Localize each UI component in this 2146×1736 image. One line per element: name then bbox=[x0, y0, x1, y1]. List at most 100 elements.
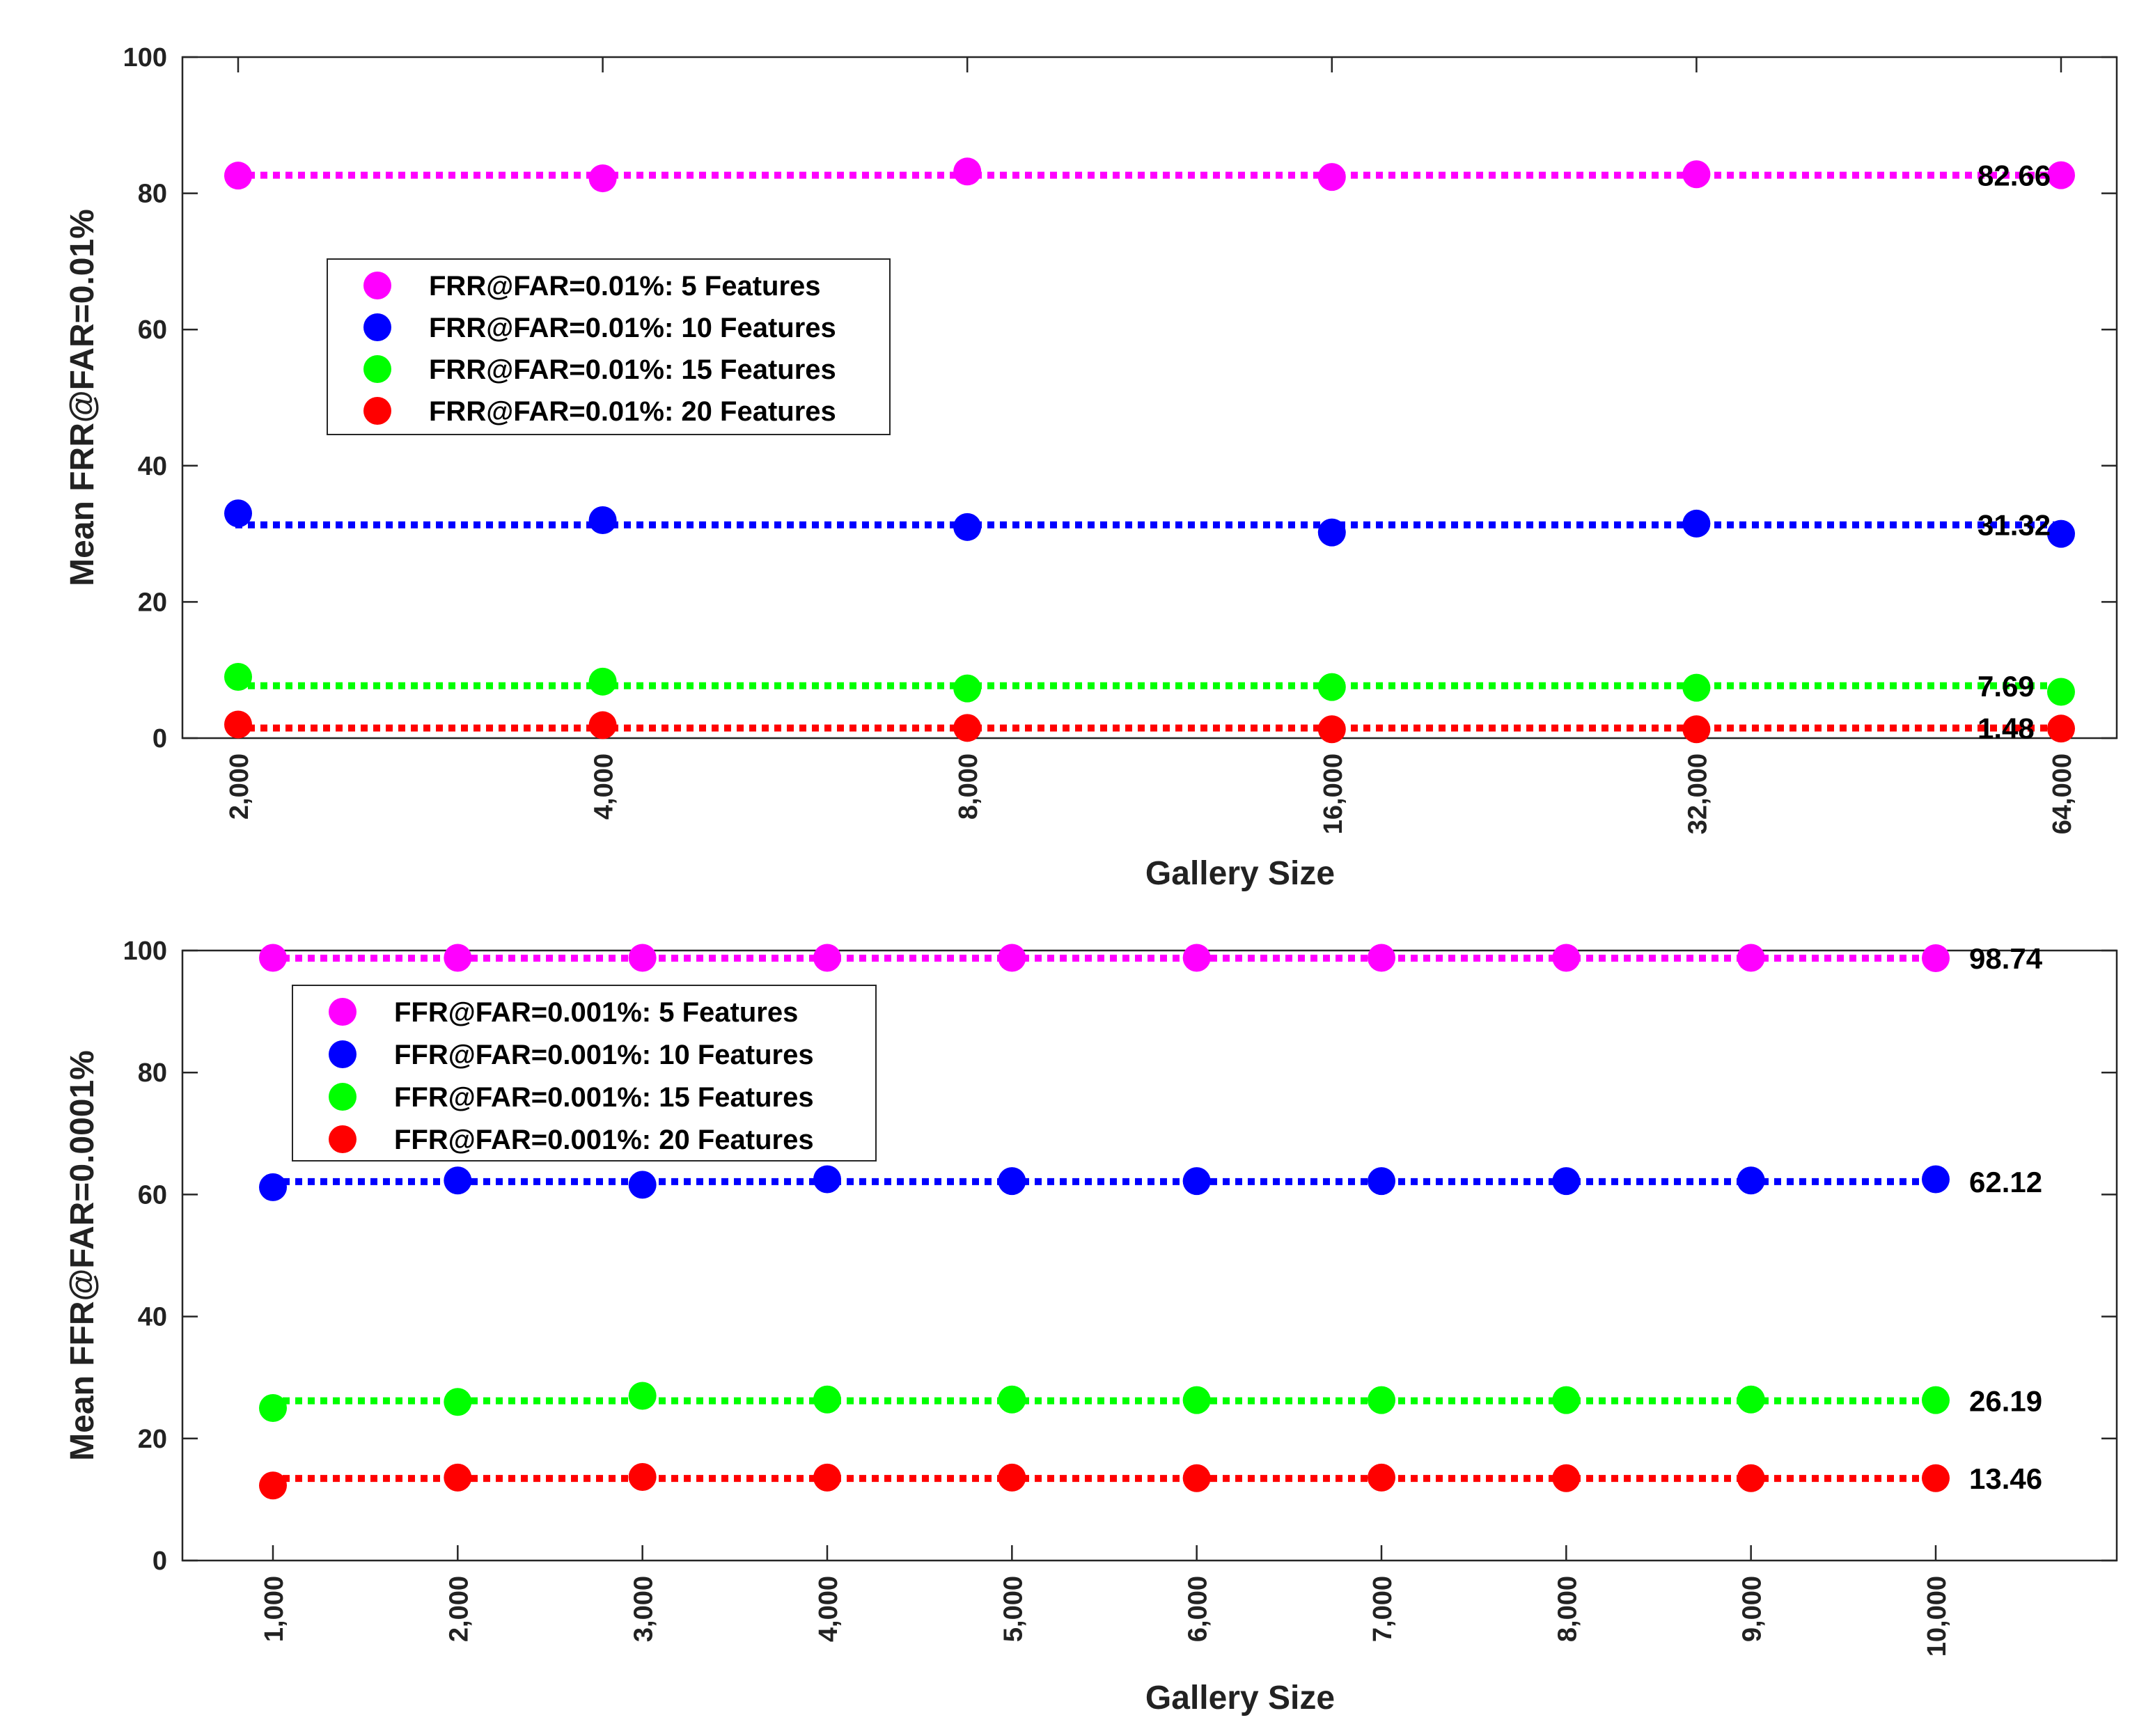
data-point bbox=[628, 1171, 657, 1199]
data-point bbox=[628, 1462, 657, 1491]
data-point bbox=[813, 1165, 841, 1194]
data-point bbox=[1317, 518, 1346, 547]
data-point bbox=[1552, 1386, 1581, 1414]
data-point bbox=[953, 513, 982, 541]
mean-value-label: 13.46 bbox=[1969, 1462, 2042, 1495]
y-tick-label: 60 bbox=[138, 1180, 167, 1210]
data-point bbox=[1317, 163, 1346, 191]
legend-marker bbox=[363, 355, 391, 383]
legend-marker bbox=[363, 313, 391, 341]
legend-entry: FRR@FAR=0.01%: 20 Features bbox=[429, 396, 836, 427]
legend-marker bbox=[363, 397, 391, 425]
x-tick-label: 32,000 bbox=[1683, 753, 1712, 834]
mean-value-label: 82.66 bbox=[1977, 159, 2051, 192]
x-tick-label: 8,000 bbox=[954, 753, 983, 820]
data-point bbox=[1317, 715, 1346, 744]
data-point bbox=[813, 1463, 841, 1492]
legend-entry: FFR@FAR=0.001%: 20 Features bbox=[394, 1125, 814, 1155]
legend-entry: FFR@FAR=0.001%: 10 Features bbox=[394, 1040, 814, 1070]
x-axis-label: Gallery Size bbox=[1145, 1680, 1335, 1717]
x-tick-label: 1,000 bbox=[260, 1576, 289, 1642]
x-tick-label: 64,000 bbox=[2048, 753, 2077, 834]
x-tick-label: 4,000 bbox=[814, 1576, 843, 1642]
x-tick-label: 5,000 bbox=[998, 1576, 1028, 1642]
legend-entry: FRR@FAR=0.01%: 15 Features bbox=[429, 354, 836, 385]
data-point bbox=[1182, 1464, 1211, 1492]
data-point bbox=[588, 667, 617, 696]
legend-entry: FRR@FAR=0.01%: 10 Features bbox=[429, 313, 836, 343]
y-tick-label: 0 bbox=[152, 724, 167, 753]
data-point bbox=[1737, 944, 1765, 972]
y-tick-label: 40 bbox=[138, 452, 167, 481]
data-point bbox=[224, 162, 252, 190]
data-point bbox=[998, 1167, 1026, 1196]
data-point bbox=[259, 1173, 287, 1201]
x-tick-label: 9,000 bbox=[1738, 1576, 1767, 1642]
series-3: 26.19 bbox=[259, 1382, 2042, 1422]
data-point bbox=[224, 710, 252, 739]
y-tick-label: 40 bbox=[138, 1303, 167, 1332]
data-point bbox=[1368, 1463, 1395, 1492]
data-point bbox=[588, 711, 617, 740]
data-point bbox=[1368, 1167, 1395, 1196]
data-point bbox=[628, 1382, 657, 1410]
data-point bbox=[1682, 673, 1711, 702]
data-point bbox=[444, 944, 472, 972]
data-point bbox=[2047, 519, 2075, 548]
mean-value-label: 26.19 bbox=[1969, 1385, 2042, 1418]
legend-marker bbox=[329, 1083, 357, 1111]
data-point bbox=[2047, 714, 2075, 743]
data-point bbox=[1182, 944, 1211, 972]
data-point bbox=[259, 1471, 287, 1500]
series-2: 62.12 bbox=[259, 1165, 2042, 1201]
series-4: 13.46 bbox=[259, 1462, 2042, 1500]
data-point bbox=[998, 1463, 1026, 1492]
legend: FRR@FAR=0.01%: 5 Features FRR@FAR=0.01%: … bbox=[327, 258, 891, 435]
data-point bbox=[224, 499, 252, 528]
mean-value-label: 7.69 bbox=[1977, 670, 2035, 703]
data-point bbox=[444, 1388, 472, 1416]
y-tick-label: 80 bbox=[138, 1058, 167, 1088]
y-tick-label: 20 bbox=[138, 588, 167, 617]
data-point bbox=[813, 1385, 841, 1414]
legend-entry: FRR@FAR=0.01%: 5 Features bbox=[429, 271, 821, 302]
data-point bbox=[1737, 1166, 1765, 1195]
data-point bbox=[259, 944, 287, 972]
data-point bbox=[953, 714, 982, 742]
series-1: 98.74 bbox=[259, 942, 2043, 975]
y-tick-label: 100 bbox=[123, 43, 167, 72]
data-point bbox=[628, 944, 657, 972]
x-axis-label: Gallery Size bbox=[1145, 855, 1335, 892]
data-point bbox=[1368, 1386, 1395, 1414]
series-4: 1.48 bbox=[224, 710, 2075, 745]
data-point bbox=[588, 506, 617, 535]
y-axis-label: Mean FFR@FAR=0.0001% bbox=[64, 1050, 101, 1461]
data-point bbox=[2047, 678, 2075, 706]
y-tick-label: 80 bbox=[138, 180, 167, 209]
data-point bbox=[1922, 1165, 1950, 1194]
legend-entry: FFR@FAR=0.001%: 15 Features bbox=[394, 1082, 814, 1113]
series-3: 7.69 bbox=[224, 662, 2075, 706]
data-point bbox=[1368, 944, 1395, 972]
data-point bbox=[444, 1463, 472, 1492]
chart-1: 0 20 40 60 80 100 2,000 4,000 8,000 16,000 32,000 6… bbox=[64, 43, 2118, 892]
legend: FFR@FAR=0.001%: 5 Features FFR@FAR=0.001%… bbox=[292, 985, 877, 1162]
x-tick-label: 10,000 bbox=[1922, 1576, 1952, 1657]
data-point bbox=[2047, 161, 2075, 189]
x-tick-label: 2,000 bbox=[444, 1576, 473, 1642]
data-point bbox=[998, 1385, 1026, 1414]
x-tick-label: 8,000 bbox=[1553, 1576, 1582, 1642]
x-tick-label: 4,000 bbox=[590, 753, 619, 820]
legend-marker bbox=[329, 998, 357, 1026]
data-point bbox=[444, 1166, 472, 1195]
data-point bbox=[1737, 1385, 1765, 1414]
data-point bbox=[998, 944, 1026, 972]
legend-box bbox=[292, 985, 877, 1162]
y-tick-label: 60 bbox=[138, 315, 167, 345]
legend-marker bbox=[329, 1040, 357, 1068]
data-point bbox=[1922, 1386, 1950, 1414]
legend-marker bbox=[329, 1125, 357, 1153]
y-tick-label: 0 bbox=[152, 1547, 167, 1576]
x-tick-label: 6,000 bbox=[1184, 1576, 1213, 1642]
